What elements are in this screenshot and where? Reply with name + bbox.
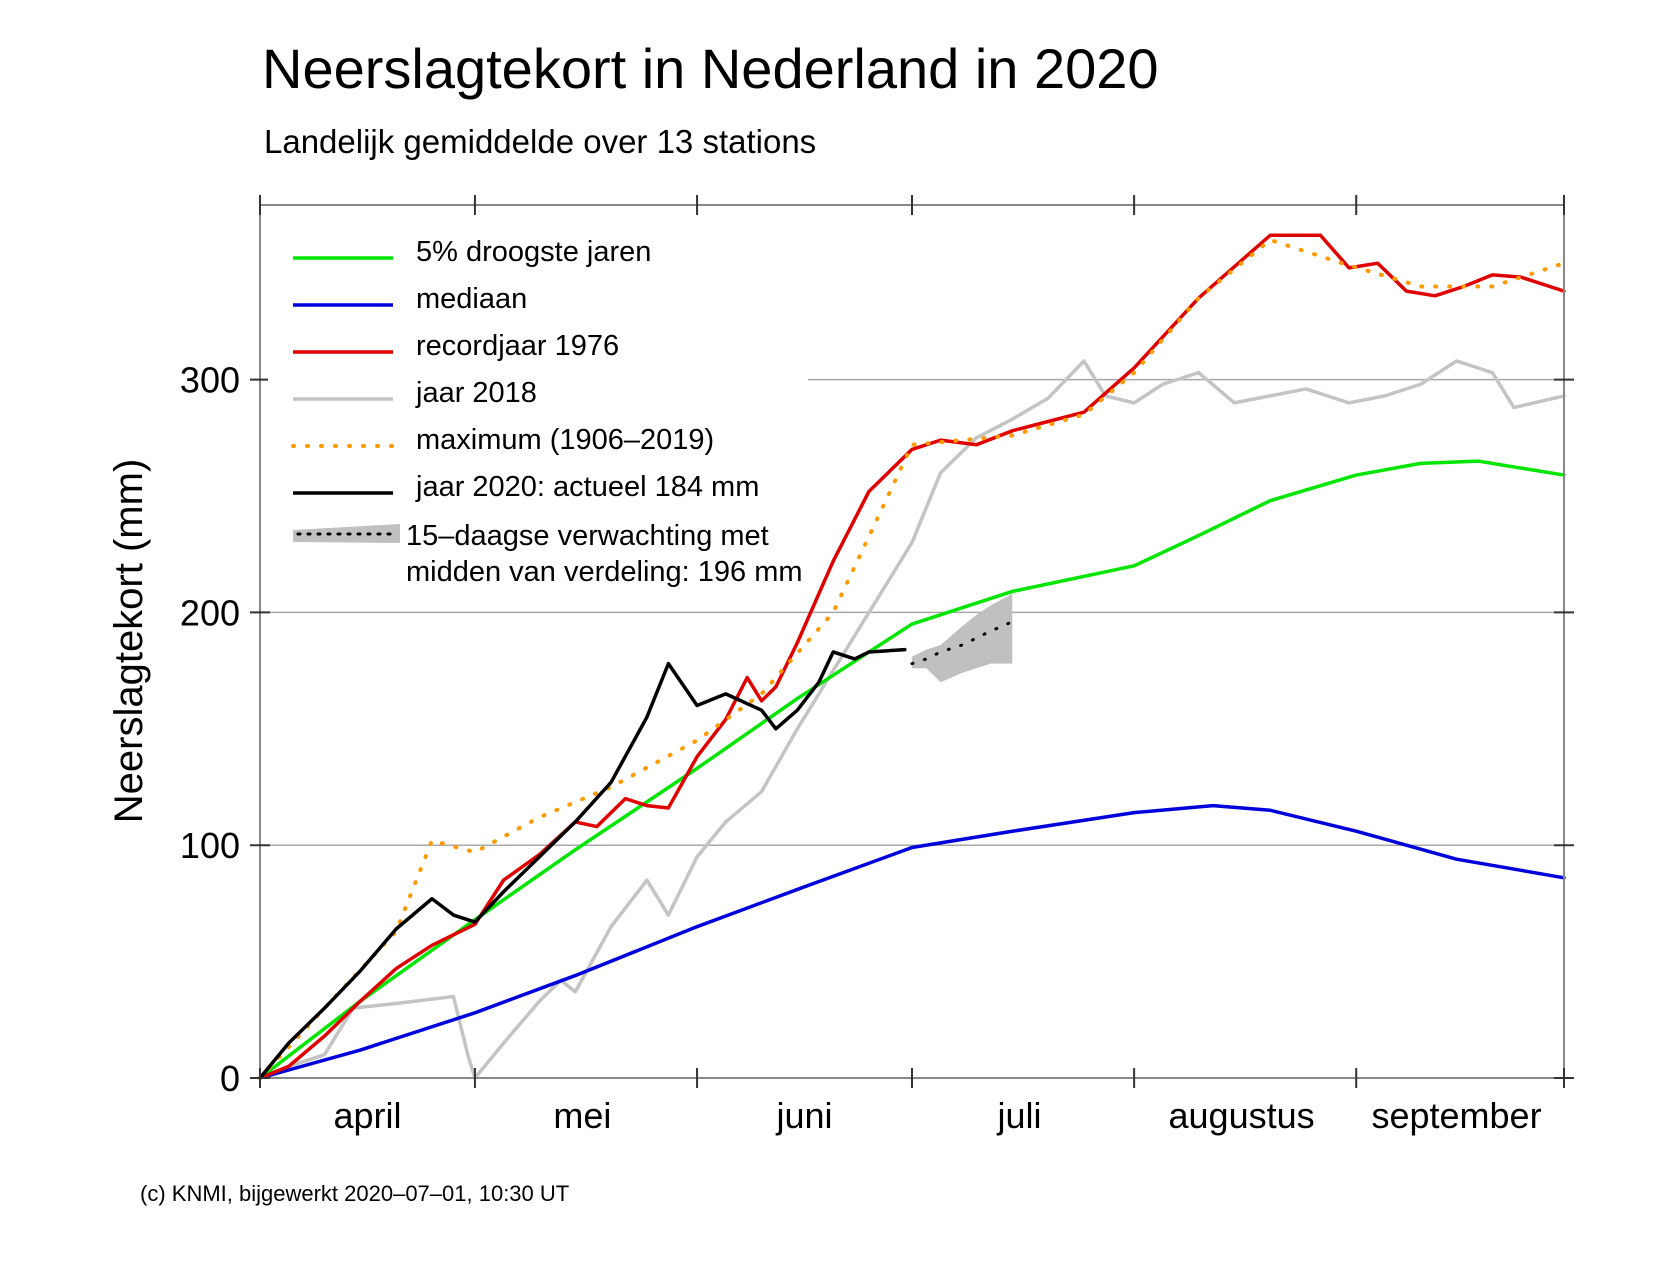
y-axis-label: Neerslagtekort (mm) <box>107 459 151 824</box>
legend-label-forecast-line2: midden van verdeling: 196 mm <box>406 556 803 588</box>
series-line-3 <box>258 359 1566 1080</box>
x-tick-label: mei <box>553 1095 611 1136</box>
x-tick-label: april <box>333 1095 401 1136</box>
legend-label-1: mediaan <box>416 283 527 315</box>
legend-label-forecast-line1: 15–daagse verwachting met <box>406 520 769 552</box>
legend-label-2: recordjaar 1976 <box>416 330 619 362</box>
x-tick-label: juni <box>776 1095 833 1136</box>
chart-title: Neerslagtekort in Nederland in 2020 <box>262 37 1159 100</box>
series-line-4 <box>258 237 1566 1080</box>
chart-subtitle: Landelijk gemiddelde over 13 stations <box>264 123 816 160</box>
legend: 5% droogste jaren mediaan recordjaar 1976 j… <box>268 220 808 590</box>
x-tick-label: september <box>1371 1095 1541 1136</box>
footer-credit: (c) KNMI, bijgewerkt 2020–07–01, 10:30 U… <box>140 1181 569 1206</box>
y-tick-label: 300 <box>180 360 240 401</box>
plot-area: 0 100 200 300 april mei juni juli augustus septem… <box>180 195 1574 1136</box>
series-line-5 <box>258 647 907 1080</box>
legend-label-0: 5% droogste jaren <box>416 236 651 268</box>
legend-label-4: maximum (1906–2019) <box>416 424 714 456</box>
legend-label-3: jaar 2018 <box>415 377 537 409</box>
x-tick-label: augustus <box>1169 1095 1315 1136</box>
series-line-0 <box>258 459 1566 1080</box>
legend-swatch-forecast <box>293 524 400 543</box>
series-line-1 <box>258 803 1566 1080</box>
forecast-midline <box>910 620 1014 666</box>
legend-label-5: jaar 2020: actueel 184 mm <box>415 471 759 503</box>
y-tick-label: 100 <box>180 825 240 866</box>
forecast-band <box>912 593 1013 683</box>
legend-item-forecast: 15–daagse verwachting met midden van ver… <box>293 520 803 588</box>
x-tick-label: juli <box>996 1095 1041 1136</box>
y-tick-label: 0 <box>220 1058 240 1099</box>
series-line-2 <box>258 233 1566 1080</box>
y-tick-label: 200 <box>180 592 240 633</box>
